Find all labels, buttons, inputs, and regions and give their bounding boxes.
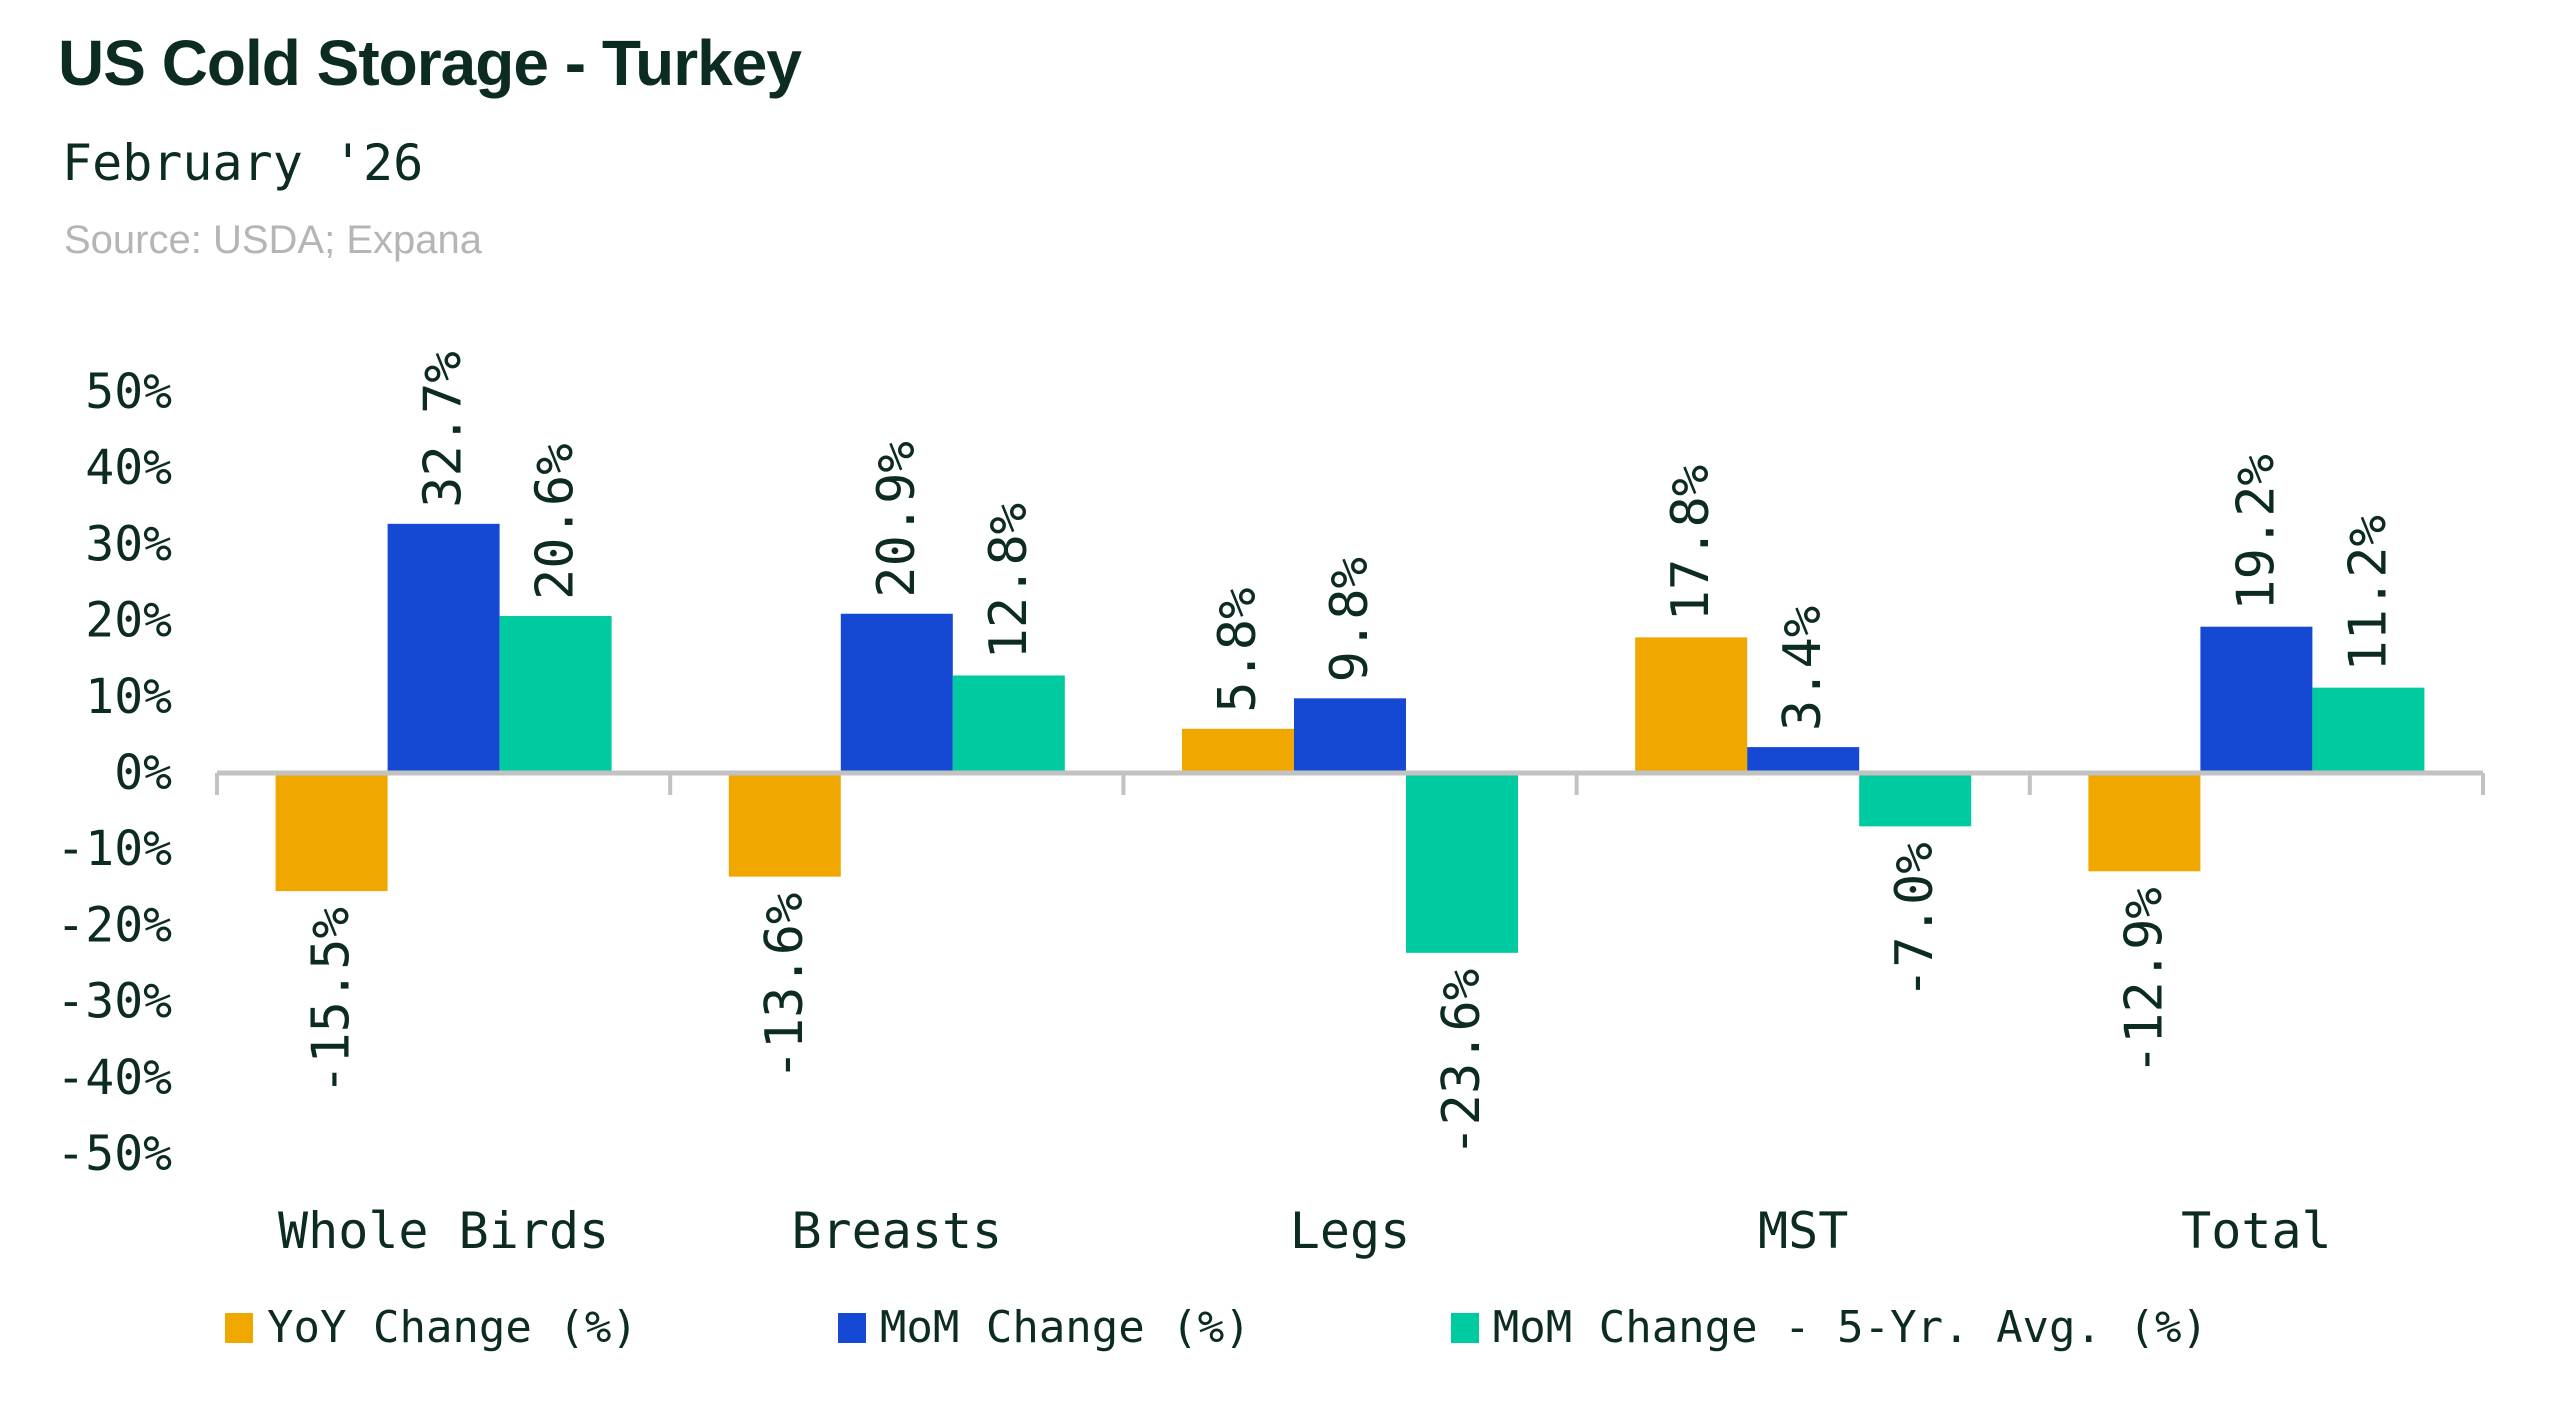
bar: [387, 523, 500, 773]
category-label: Total: [2181, 1202, 2332, 1260]
bar: [1294, 698, 1406, 773]
bar: [1406, 773, 1518, 953]
legend-item: YoY Change (%): [225, 1302, 638, 1353]
category-label: MST: [1758, 1202, 1848, 1260]
y-tick-label: -10%: [56, 821, 172, 877]
bar: [952, 675, 1065, 773]
data-label: 19.2%: [2226, 454, 2286, 611]
y-tick-label: 10%: [85, 669, 172, 725]
data-label: 12.8%: [979, 503, 1039, 660]
data-label: -7.0%: [1885, 842, 1945, 999]
y-tick-label: 30%: [85, 516, 172, 572]
category-label: Whole Birds: [278, 1202, 609, 1260]
data-label: -13.6%: [755, 893, 815, 1081]
y-tick-label: -20%: [56, 897, 172, 953]
data-label: 32.7%: [414, 351, 474, 508]
bar: [2088, 773, 2201, 872]
bar: [2200, 626, 2313, 773]
bar: [275, 773, 388, 892]
legend-label: YoY Change (%): [267, 1302, 638, 1353]
y-tick-label: -30%: [56, 974, 172, 1030]
data-label: 3.4%: [1773, 606, 1833, 731]
data-label: 5.8%: [1208, 588, 1268, 713]
y-tick-label: 20%: [85, 593, 172, 649]
legend-label: MoM Change - 5-Yr. Avg. (%): [1492, 1302, 2208, 1353]
bar: [1182, 728, 1294, 773]
bar: [2312, 687, 2425, 773]
legend-item: MoM Change - 5-Yr. Avg. (%): [1450, 1302, 2208, 1353]
legend-color-swatch: [837, 1312, 866, 1343]
bar: [1635, 637, 1748, 773]
y-tick-label: 0%: [114, 745, 172, 801]
y-tick-label: -40%: [56, 1050, 172, 1106]
chart-source: Source: USDA; Expana: [64, 218, 482, 262]
data-label: -15.5%: [302, 907, 362, 1095]
category-label: Legs: [1290, 1202, 1410, 1260]
bar: [840, 613, 953, 773]
data-label: -23.6%: [1432, 969, 1492, 1157]
bar: [1747, 747, 1860, 773]
y-tick-label: 50%: [85, 364, 172, 420]
data-label: 9.8%: [1320, 557, 1380, 682]
data-label: 11.2%: [2338, 515, 2398, 672]
data-label: 17.8%: [1661, 465, 1721, 622]
chart-subtitle: February '26: [62, 134, 424, 192]
bar: [728, 773, 841, 877]
chart-legend: YoY Change (%) MoM Change (%) MoM Change -…: [225, 1302, 2208, 1353]
y-tick-label: -50%: [56, 1126, 172, 1182]
bar: [499, 616, 612, 773]
legend-label: MoM Change (%): [879, 1302, 1251, 1353]
bar: [1859, 773, 1972, 827]
y-tick-label: 40%: [85, 440, 172, 496]
legend-item: MoM Change (%): [837, 1302, 1251, 1353]
legend-color-swatch: [225, 1312, 253, 1343]
chart-title: US Cold Storage - Turkey: [58, 27, 802, 99]
legend-color-swatch: [1450, 1312, 1479, 1343]
category-label: Breasts: [791, 1202, 1002, 1260]
data-label: 20.6%: [526, 443, 586, 600]
data-label: 20.9%: [867, 441, 927, 598]
data-label: -12.9%: [2114, 887, 2174, 1075]
